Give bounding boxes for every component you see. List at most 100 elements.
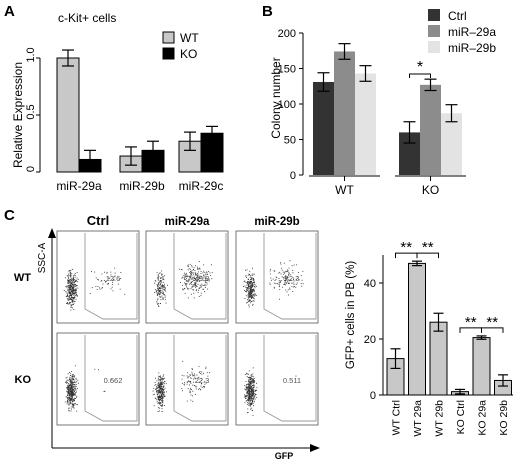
flow-event-dot [164, 283, 165, 285]
flow-event-dot [249, 403, 251, 404]
flow-event-dot [152, 390, 154, 392]
flow-event-dot [285, 279, 287, 280]
flow-event-dot [157, 285, 158, 286]
flow-event-dot [110, 378, 112, 380]
flow-event-dot [200, 292, 202, 294]
flow-event-dot [195, 280, 197, 282]
flow-event-dot [251, 281, 252, 282]
flow-event-dot [76, 277, 78, 279]
flow-event-dot [108, 277, 110, 279]
flow-event-dot [195, 265, 196, 267]
flow-event-dot [246, 277, 247, 278]
flow-event-dot [191, 286, 193, 288]
flow-event-dot [249, 393, 251, 395]
flow-event-dot [69, 291, 70, 293]
flow-event-dot [183, 274, 185, 276]
flow-event-dot [70, 269, 72, 271]
panel-c-bar [472, 337, 491, 396]
flow-event-dot [284, 277, 286, 279]
flow-event-dot [71, 406, 73, 408]
flow-event-dot [249, 385, 250, 387]
flow-event-dot [250, 386, 252, 388]
flow-event-dot [103, 280, 105, 281]
flow-event-dot [198, 280, 200, 282]
flow-event-dot [248, 398, 249, 400]
flow-event-dot [244, 290, 245, 291]
panel-a-x-label: miR-29b [119, 179, 165, 193]
flow-event-dot [68, 387, 69, 388]
flow-event-dot [71, 392, 73, 394]
flow-event-dot [251, 390, 253, 392]
flow-event-dot [250, 289, 252, 291]
flow-event-dot [250, 279, 251, 280]
flow-event-dot [247, 289, 249, 290]
flow-event-dot [183, 384, 185, 386]
flow-event-dot [270, 277, 272, 279]
flow-event-dot [157, 390, 159, 392]
flow-event-dot [157, 274, 159, 276]
flow-event-dot [160, 292, 161, 294]
flow-event-dot [287, 269, 288, 271]
flow-event-dot [162, 281, 164, 283]
flow-event-dot [68, 289, 70, 290]
flow-event-dot [250, 292, 252, 294]
flow-event-dot [73, 289, 75, 291]
flow-event-dot [190, 293, 192, 295]
flow-event-dot [253, 384, 255, 386]
flow-event-dot [248, 281, 250, 283]
flow-event-dot [285, 280, 286, 281]
panel-a-legend-swatch [162, 47, 175, 60]
flow-event-dot [68, 407, 70, 409]
flow-event-dot [199, 267, 201, 269]
flow-event-dot [285, 278, 286, 279]
flow-event-dot [250, 296, 252, 297]
panel-b-x-label: KO [422, 183, 439, 197]
flow-event-dot [250, 286, 252, 288]
flow-event-dot [74, 387, 76, 389]
flow-event-dot [194, 376, 196, 378]
flow-event-dot [67, 400, 69, 402]
flow-event-dot [160, 288, 162, 290]
flow-event-dot [250, 402, 252, 404]
flow-column-header: miR-29b [254, 216, 299, 228]
flow-event-dot [252, 397, 254, 399]
flow-event-dot [72, 399, 74, 401]
flow-event-dot [279, 298, 280, 300]
flow-event-dot [282, 277, 284, 278]
flow-event-dot [72, 378, 73, 380]
flow-event-dot [187, 265, 188, 267]
flow-event-dot [163, 394, 164, 395]
flow-event-dot [253, 393, 255, 394]
flow-event-dot [292, 272, 294, 274]
flow-event-dot [159, 287, 161, 289]
flow-event-dot [194, 284, 196, 286]
panel-b-ylabel: Colony number [269, 57, 283, 138]
flow-event-dot [161, 405, 163, 407]
flow-event-dot [250, 399, 252, 401]
flow-event-dot [74, 291, 76, 293]
flow-event-dot [252, 286, 253, 288]
flow-event-dot [200, 271, 202, 272]
flow-event-dot [164, 299, 166, 301]
flow-event-dot [68, 281, 70, 283]
flow-event-dot [205, 279, 207, 281]
flow-event-dot [276, 276, 278, 278]
flow-event-dot [67, 401, 69, 403]
flow-event-dot [187, 264, 189, 266]
flow-event-dot [246, 289, 247, 290]
flow-event-dot [250, 290, 252, 291]
flow-event-dot [164, 288, 166, 290]
flow-event-dot [246, 404, 248, 405]
flow-event-dot [249, 398, 251, 399]
flow-event-dot [159, 376, 161, 378]
flow-event-dot [75, 289, 76, 291]
flow-event-dot [194, 373, 195, 375]
flow-event-dot [157, 378, 159, 380]
flow-event-dot [68, 392, 70, 394]
flow-event-dot [253, 279, 255, 281]
flow-event-dot [249, 390, 251, 392]
flow-event-dot [110, 274, 112, 276]
flow-event-dot [72, 276, 74, 278]
flow-event-dot [250, 396, 252, 398]
flow-event-dot [206, 283, 208, 285]
